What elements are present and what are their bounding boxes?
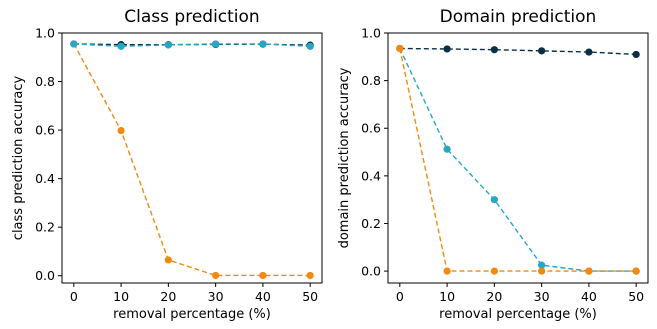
- domain-x-axis-label: removal percentage (%): [439, 307, 597, 322]
- class-series-0-line: [73, 43, 311, 46]
- class-series-1-point: [117, 126, 125, 135]
- domain-series-2-point: [632, 267, 640, 275]
- class-y-tick-label: 0.8: [35, 74, 55, 89]
- class-y-tick-label: 0.2: [35, 220, 55, 235]
- domain-y-tick-label: 1.0: [361, 26, 381, 41]
- domain-series-0-point: [632, 50, 640, 59]
- domain-series-2-point: [538, 267, 546, 275]
- domain-prediction-chart: Domain prediction 0 10 20 30 40 50 0.0 0.2 0.4 0.6…: [337, 7, 649, 322]
- domain-x-tick-label: 50: [628, 289, 644, 304]
- class-x-tick-label: 50: [302, 289, 318, 304]
- domain-y-axis-label: domain prediction accuracy: [337, 67, 352, 248]
- domain-series-1-point: [490, 196, 498, 204]
- class-series-2-point: [306, 42, 314, 50]
- class-series-1-point: [164, 256, 172, 264]
- class-y-axis-label: class prediction accuracy: [11, 75, 26, 240]
- domain-x-tick-label: 30: [534, 289, 550, 304]
- class-x-tick-label: 40: [255, 289, 271, 304]
- domain-series-1-point: [538, 261, 546, 269]
- domain-series-2-point: [585, 267, 593, 275]
- class-y-tick-label: 0.4: [35, 171, 55, 186]
- domain-plot-frame: [387, 32, 649, 284]
- domain-series-2-line: [399, 48, 637, 272]
- class-series-2-point: [70, 40, 78, 48]
- class-series-2-point: [212, 40, 220, 48]
- class-series-2-point: [259, 40, 267, 48]
- class-series-1-point: [306, 271, 314, 280]
- class-series-1-point: [212, 271, 220, 280]
- domain-series-1-point: [443, 145, 451, 153]
- class-x-tick-label: 20: [160, 289, 176, 304]
- class-prediction-chart: Class prediction 0 10 20 30 40 50 0.0 0.2 0.4 0.6 0…: [11, 7, 323, 322]
- domain-series-0-point: [538, 47, 546, 55]
- class-series-1-line: [73, 43, 311, 277]
- class-series-1-point: [259, 271, 267, 280]
- domain-chart-title: Domain prediction: [440, 7, 597, 27]
- class-y-tick-label: 0.6: [35, 123, 55, 138]
- class-x-tick-label: 10: [113, 289, 129, 304]
- domain-x-tick-label: 0: [396, 289, 404, 304]
- class-y-tick-label: 1.0: [35, 26, 55, 41]
- domain-series-2-point: [443, 267, 451, 275]
- domain-series-0-point: [443, 45, 451, 53]
- class-x-tick-label: 30: [208, 289, 224, 304]
- class-series-2-point: [164, 41, 172, 49]
- domain-series-2-point: [490, 267, 498, 275]
- domain-y-tick-label: 0.2: [361, 216, 381, 231]
- domain-x-tick-label: 20: [486, 289, 502, 304]
- domain-series-0-line: [399, 47, 637, 56]
- domain-series-0-point: [490, 46, 498, 54]
- class-series-2-point: [117, 42, 125, 50]
- class-x-axis-label: removal percentage (%): [113, 307, 271, 322]
- domain-y-tick-label: 0.6: [361, 121, 381, 136]
- domain-series-0-point: [585, 48, 593, 56]
- domain-y-tick-label: 0.8: [361, 73, 381, 88]
- class-y-tick-label: 0.0: [35, 268, 55, 283]
- domain-x-tick-label: 10: [439, 289, 455, 304]
- class-chart-title: Class prediction: [124, 7, 259, 27]
- domain-x-tick-label: 40: [581, 289, 597, 304]
- class-x-tick-label: 0: [70, 289, 78, 304]
- domain-series-2-point: [396, 44, 404, 53]
- class-plot-frame: [61, 32, 323, 284]
- domain-y-tick-label: 0.0: [361, 264, 381, 279]
- domain-series-1-line: [399, 48, 637, 272]
- domain-y-tick-label: 0.4: [361, 168, 381, 183]
